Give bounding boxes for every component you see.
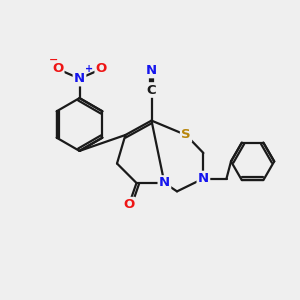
Text: N: N (74, 72, 85, 85)
Text: O: O (96, 62, 107, 76)
Text: N: N (198, 172, 209, 185)
Text: S: S (181, 128, 191, 142)
Text: O: O (52, 62, 63, 76)
Text: +: + (85, 64, 93, 74)
Text: N: N (146, 64, 157, 77)
Text: N: N (159, 176, 170, 190)
Text: O: O (123, 198, 135, 211)
Text: −: − (49, 54, 58, 64)
Text: C: C (147, 83, 156, 97)
